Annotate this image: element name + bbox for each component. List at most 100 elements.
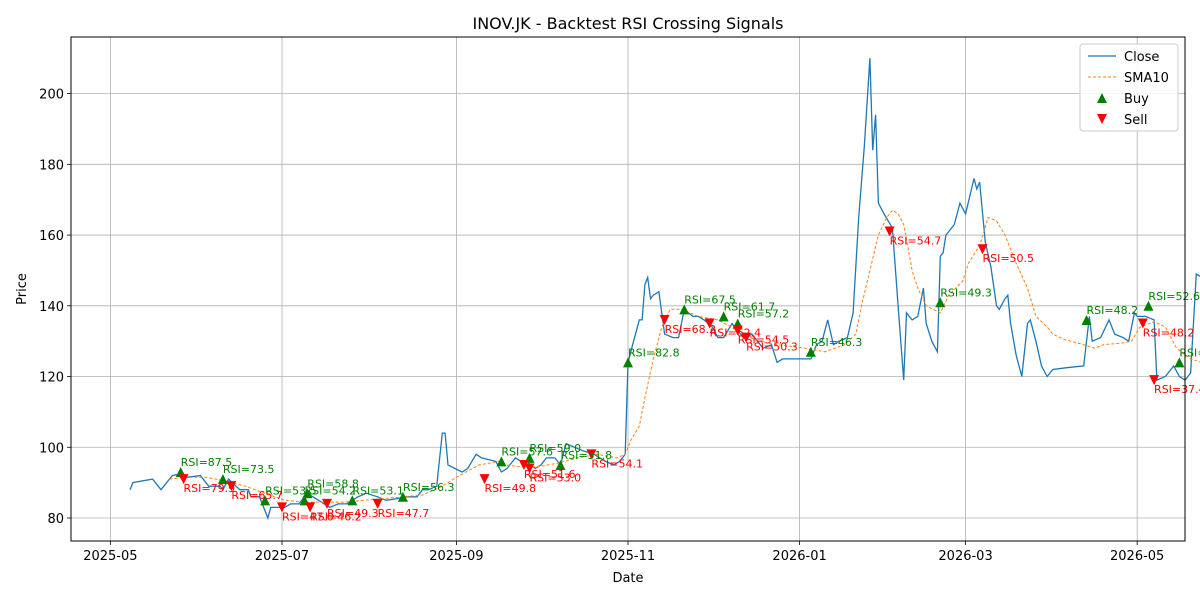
sell-signal-marker	[226, 481, 237, 492]
sell-signal-marker	[305, 502, 316, 513]
buy-signal-label: RSI=52.6	[1148, 290, 1200, 303]
buy-signal-label: RSI=58.8	[307, 477, 359, 490]
sell-signal-label: RSI=47.6	[282, 510, 334, 523]
x-tick-label: 2025-07	[255, 549, 309, 564]
sell-signal-marker	[372, 498, 383, 509]
x-axis-label: Date	[612, 571, 643, 586]
sell-signal-marker	[741, 332, 752, 343]
buy-signal-label: RSI=44.3	[1179, 346, 1200, 359]
sma10-line	[169, 209, 1200, 503]
y-axis-label: Price	[15, 273, 30, 305]
legend-box	[1079, 43, 1179, 132]
buy-signal-label: RSI=82.8	[628, 346, 680, 359]
y-tick-label: 100	[39, 441, 64, 456]
y-tick-label: 180	[39, 158, 64, 173]
buy-signal-label: RSI=53.5	[265, 484, 317, 497]
sell-signal-marker	[732, 325, 743, 336]
buy-signal-label: RSI=61.7	[724, 300, 776, 313]
buy-signal-marker	[805, 346, 816, 357]
sell-signal-label: RSI=62.4	[710, 326, 762, 339]
buy-signal-label: RSI=54.2	[304, 484, 356, 497]
buy-signal-label: RSI=46.3	[811, 336, 863, 349]
buy-signal-label: RSI=51.8	[560, 449, 612, 462]
sell-signal-label: RSI=65.7	[231, 489, 283, 502]
buy-signal-label: RSI=57.2	[738, 307, 790, 320]
buy-signal-marker	[1174, 357, 1185, 368]
x-tick-label: 2025-09	[429, 549, 483, 564]
y-tick-label: 200	[39, 88, 64, 103]
buy-signal-label: RSI=53.1	[352, 484, 404, 497]
legend-close-label: Close	[1124, 50, 1159, 65]
sell-signal-marker	[479, 474, 490, 485]
buy-signal-marker	[623, 357, 633, 368]
buy-signal-label: RSI=87.5	[181, 456, 233, 469]
legend-buy-label: Buy	[1124, 92, 1149, 107]
buy-signal-marker	[555, 459, 566, 470]
buy-signal-marker	[347, 495, 358, 506]
sell-signal-label: RSI=37.4	[1154, 383, 1200, 396]
legend-sma-label: SMA10	[1124, 71, 1169, 86]
sell-signal-label: RSI=53.0	[530, 471, 582, 484]
sell-signal-label: RSI=54.5	[738, 334, 790, 347]
sell-signal-label: RSI=50.5	[982, 252, 1034, 265]
buy-signal-marker	[1081, 314, 1092, 325]
x-tick-label: 2026-03	[938, 549, 992, 564]
buy-signal-label: RSI=59.0	[530, 442, 582, 455]
buy-signal-label: RSI=57.6	[501, 445, 553, 458]
buy-signal-marker	[496, 456, 507, 467]
sell-signal-label: RSI=49.3	[327, 507, 379, 520]
sell-signal-label: RSI=48.2	[1143, 326, 1195, 339]
sell-signal-marker	[518, 459, 529, 470]
series-lines	[129, 58, 1200, 521]
sell-signal-label: RSI=54.7	[890, 235, 942, 248]
buy-signal-label: RSI=49.3	[940, 286, 992, 299]
sell-signal-marker	[178, 474, 189, 485]
x-tick-label: 2025-11	[601, 549, 655, 564]
sell-signal-label: RSI=50.3	[746, 341, 798, 354]
buy-signal-label: RSI=56.3	[403, 481, 455, 494]
buy-signal-marker	[1143, 300, 1154, 311]
y-tick-label: 80	[47, 512, 64, 527]
sell-signal-marker	[704, 318, 715, 329]
sell-signal-marker	[586, 449, 597, 460]
sell-signal-label: RSI=47.7	[378, 507, 430, 520]
buy-signal-label: RSI=48.2	[1087, 304, 1139, 317]
grid-lines	[71, 37, 1185, 541]
sell-signal-label: RSI=51.6	[524, 468, 576, 481]
legend: Close SMA10 Buy Sell	[1079, 43, 1179, 132]
x-axis-ticks: 2025-05 2025-07 2025-09 2025-11 2026-01 2026-…	[83, 541, 1164, 564]
sell-signal-marker	[659, 314, 670, 325]
y-tick-label: 160	[39, 229, 64, 244]
y-axis-ticks: 80 100 120 140 160 180 200	[39, 88, 71, 527]
sell-signal-marker	[977, 244, 988, 255]
sell-signal-label: RSI=54.1	[591, 457, 643, 470]
signal-markers	[175, 226, 1185, 513]
close-price-line	[129, 58, 1200, 521]
buy-signal-marker	[679, 304, 690, 315]
y-tick-label: 120	[39, 371, 64, 386]
buy-signal-marker	[718, 311, 729, 322]
y-tick-label: 140	[39, 300, 64, 315]
sell-signal-marker	[884, 226, 895, 237]
sell-signal-marker	[321, 498, 332, 509]
buy-signal-label: RSI=67.5	[684, 293, 736, 306]
x-tick-label: 2025-05	[83, 549, 137, 564]
buy-signal-marker	[397, 491, 408, 502]
x-tick-label: 2026-05	[1110, 549, 1164, 564]
chart-title: INOV.JK - Backtest RSI Crossing Signals	[472, 14, 783, 33]
legend-buy-marker	[1097, 93, 1107, 103]
legend-sell-marker	[1097, 114, 1107, 124]
buy-signal-marker	[935, 297, 946, 308]
x-tick-label: 2026-01	[772, 549, 826, 564]
sell-signal-marker	[276, 502, 287, 513]
sell-signal-label: RSI=46.2	[310, 510, 362, 523]
sell-signal-marker	[1137, 318, 1148, 329]
buy-signal-label: RSI=73.5	[223, 463, 275, 476]
legend-sell-label: Sell	[1124, 113, 1147, 128]
buy-signal-marker	[260, 495, 271, 506]
buy-signal-marker	[217, 474, 228, 485]
sell-signal-marker	[1149, 375, 1160, 386]
sell-signal-label: RSI=49.8	[485, 482, 537, 495]
